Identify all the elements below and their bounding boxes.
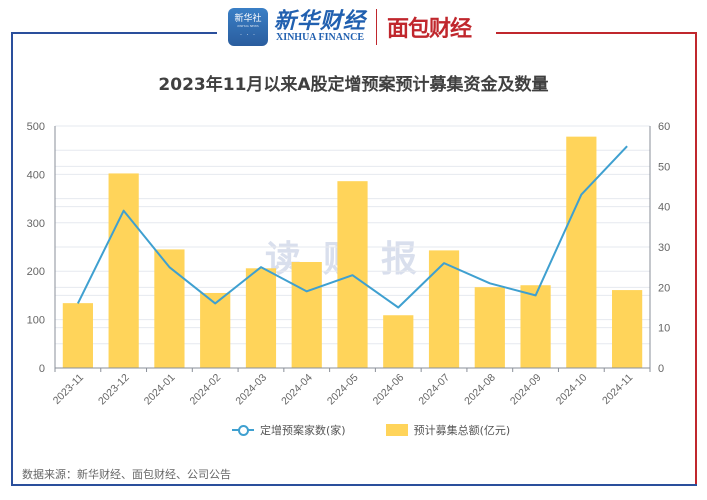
y2-tick-label: 0 [658, 363, 664, 375]
bar [474, 287, 505, 368]
y2-tick-label: 30 [658, 242, 670, 254]
xinhua-finance-cn: 新华财经 [274, 8, 367, 34]
y-tick-label: 300 [27, 218, 45, 230]
x-tick-label: 2024-03 [233, 372, 269, 408]
xinhua-news-logo: 新华社 XINHUA NEWS · · · [228, 8, 268, 46]
line-series [76, 145, 628, 309]
x-tick-label: 2024-01 [142, 372, 178, 408]
chart-title: 2023年11月以来A股定增预案预计募集资金及数量 [158, 75, 549, 95]
legend-line-marker-icon [232, 424, 254, 436]
y-tick-label: 400 [27, 169, 45, 181]
xinhua-badge-text: 新华社 [234, 14, 262, 24]
x-tick-label: 2023-11 [51, 372, 86, 407]
y-tick-label: 500 [27, 121, 45, 133]
frame-top-left-border [11, 32, 217, 34]
data-source-note: 数据来源：新华财经、面包财经、公司公告 [22, 468, 231, 481]
frame-bottom-border [11, 484, 697, 486]
frame-top-right-border [496, 32, 697, 34]
bar [566, 136, 597, 368]
x-tick-label: 2024-08 [462, 372, 498, 408]
frame-left-border [11, 32, 13, 486]
y-tick-label: 0 [39, 363, 45, 375]
x-tick-label: 2024-10 [554, 372, 590, 408]
x-tick-label: 2024-07 [416, 372, 452, 408]
bar [62, 303, 93, 368]
bar [428, 250, 460, 368]
legend-bar-label: 预计募集总额(亿元) [413, 424, 511, 437]
legend: 定增预案家数(家) 预计募集总额(亿元) [232, 422, 510, 438]
bar [520, 285, 551, 368]
x-tick-label: 2024-09 [508, 372, 544, 408]
xinhua-finance-logo: 新华财经 XINHUA FINANCE [274, 10, 366, 44]
legend-bar-swatch-icon [385, 424, 408, 436]
x-tick-label: 2024-02 [188, 372, 224, 408]
mianbao-finance-logo: 面包财经 [387, 17, 472, 42]
bar [291, 262, 322, 368]
y2-tick-label: 60 [658, 121, 670, 133]
xinhua-badge-subtext: XINHUA NEWS [237, 24, 259, 28]
logo-bar: 新华社 XINHUA NEWS · · · 新华财经 XINHUA FINANC… [222, 6, 478, 48]
y2-tick-label: 20 [658, 282, 670, 294]
x-tick-label: 2024-06 [371, 372, 407, 408]
x-tick-label: 2024-05 [325, 372, 361, 408]
bar [200, 292, 231, 368]
y-tick-label: 200 [27, 266, 45, 278]
bar [154, 249, 185, 368]
x-tick-label: 2024-04 [279, 372, 315, 408]
network-dots-icon: · · · [239, 31, 257, 39]
y2-tick-label: 50 [658, 161, 670, 173]
bar [108, 173, 139, 368]
x-tick-label: 2023-12 [96, 372, 132, 408]
x-tick-label: 2024-11 [600, 372, 635, 407]
frame-right-border [695, 32, 697, 486]
y2-tick-label: 10 [658, 323, 670, 335]
logo-divider [376, 9, 378, 45]
y2-tick-label: 40 [658, 202, 670, 214]
bar [383, 315, 414, 368]
bar [245, 268, 277, 368]
y-tick-label: 100 [27, 315, 45, 327]
legend-line-label: 定增预案家数(家) [260, 424, 346, 437]
xinhua-finance-en: XINHUA FINANCE [275, 32, 365, 43]
bar [612, 290, 643, 368]
